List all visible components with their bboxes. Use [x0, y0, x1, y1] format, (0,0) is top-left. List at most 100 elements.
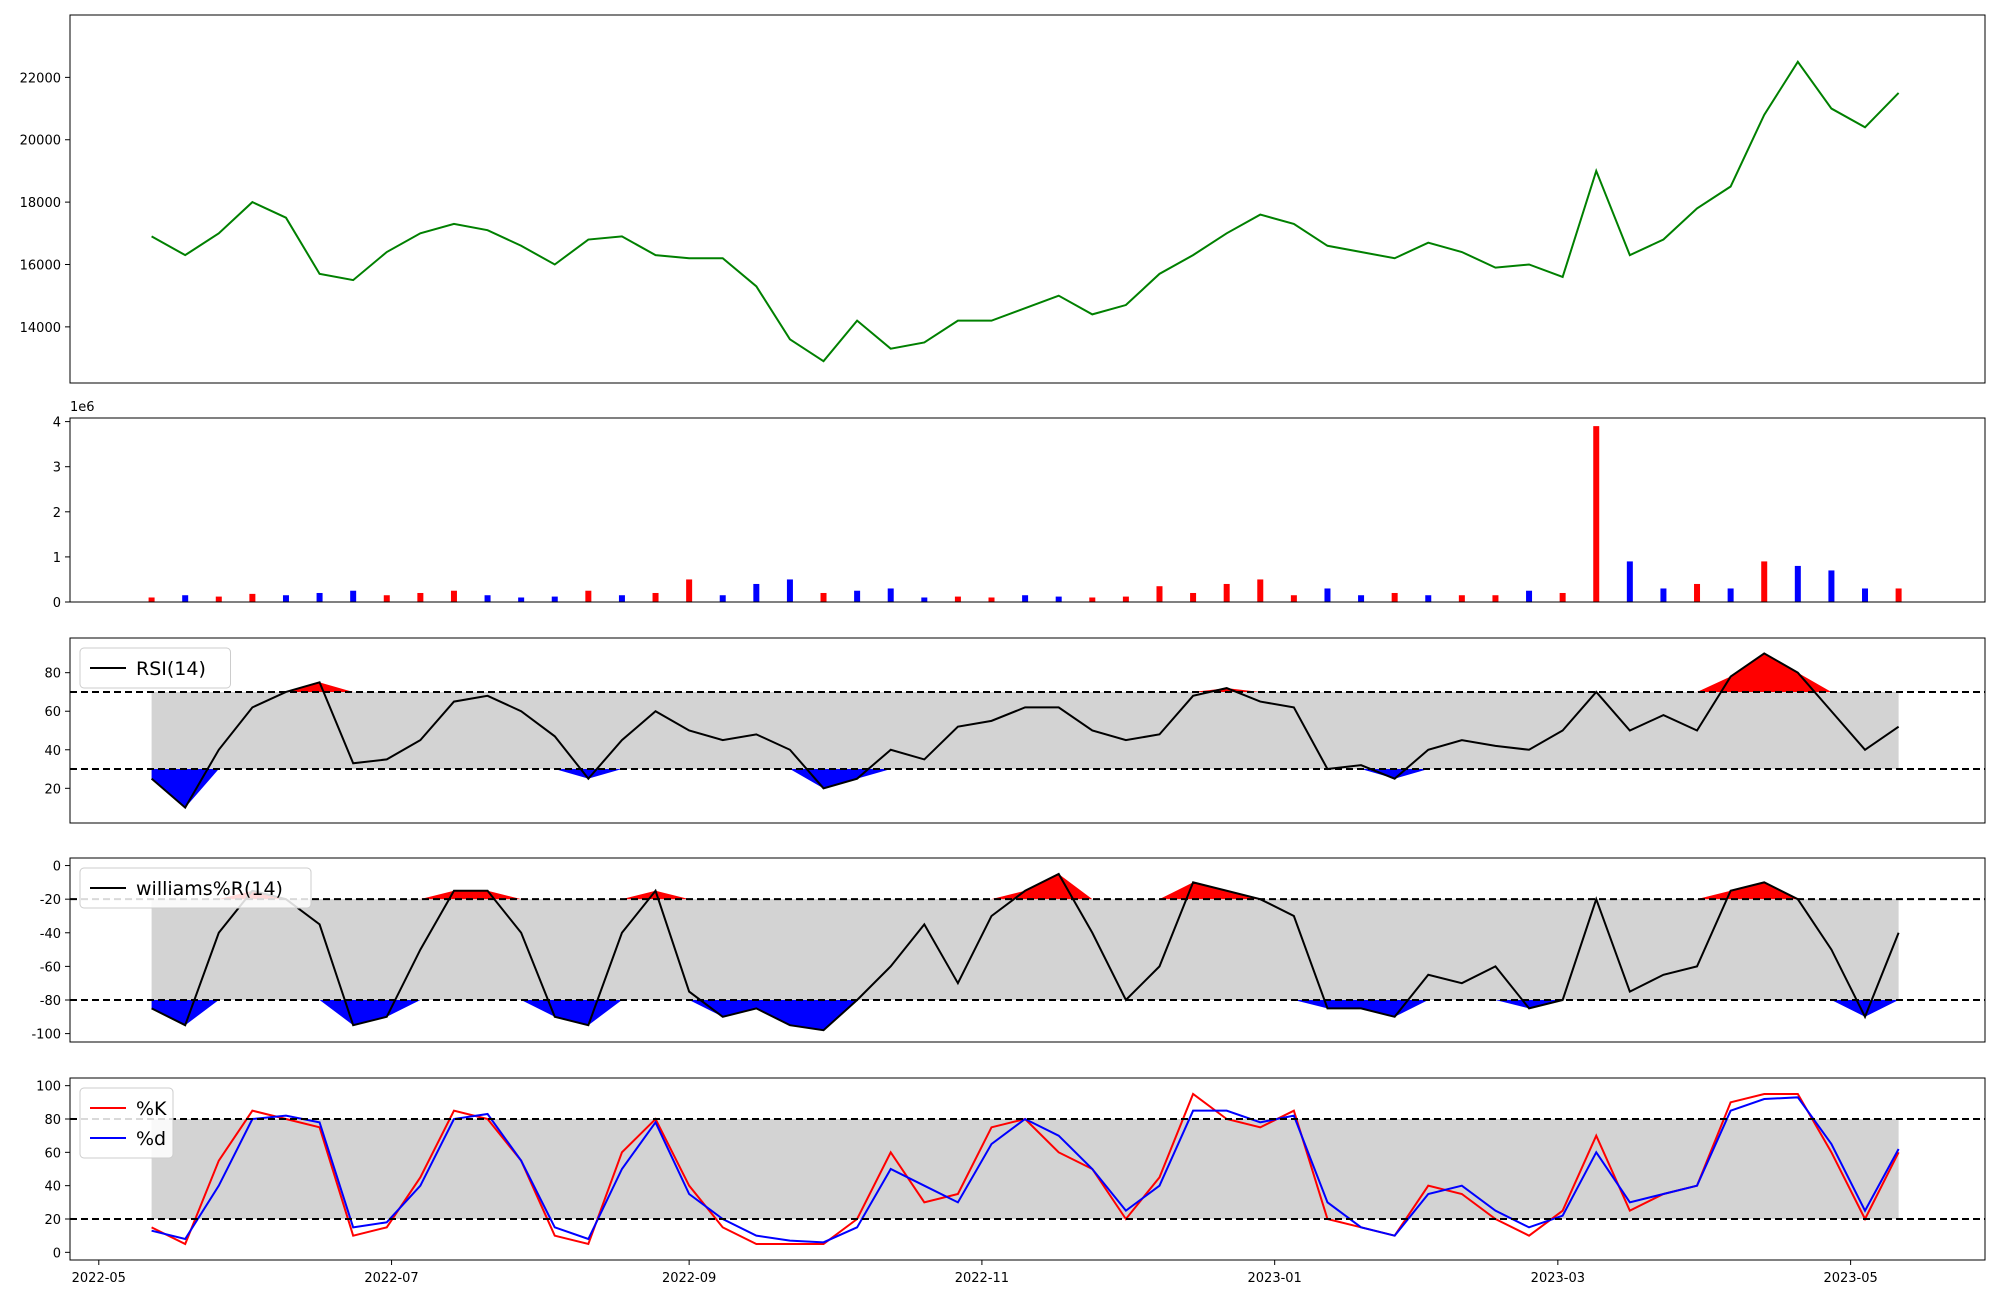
volume-bar	[1862, 588, 1869, 602]
volume-bar	[1089, 597, 1096, 602]
legend-box	[79, 647, 231, 689]
x-tick-label: 2023-03	[1531, 1271, 1585, 1286]
volume-bar	[148, 597, 155, 602]
axes-frame	[69, 1077, 1986, 1261]
volume-bar	[417, 592, 424, 602]
volume-bar	[1727, 588, 1734, 602]
volume-bar	[383, 595, 390, 602]
axes-frame	[69, 637, 1986, 824]
y-tick-label: 60	[44, 1146, 61, 1161]
volume-bar	[1828, 570, 1835, 602]
legend-box	[79, 1087, 174, 1159]
volume-bar	[1694, 583, 1701, 602]
y-tick-label: 20	[44, 782, 61, 797]
volume-bar	[1290, 595, 1297, 602]
volume-bar	[1022, 595, 1029, 602]
y-tick-label: 40	[44, 744, 61, 759]
volume-bar	[887, 588, 894, 602]
x-tick-label: 2023-01	[1248, 1271, 1302, 1286]
volume-bar	[1895, 588, 1902, 602]
volume-bar	[1223, 583, 1230, 602]
volume-bar	[316, 592, 323, 602]
series-line	[151, 872, 1900, 1032]
overbought-fill	[151, 653, 1899, 692]
axes-frame	[69, 14, 1986, 384]
volume-bar	[1660, 588, 1667, 602]
y-tick-label: 0	[53, 1246, 61, 1261]
y-tick-label: -60	[40, 960, 61, 975]
volume-bar	[921, 597, 928, 602]
neutral-band	[151, 1119, 1899, 1219]
y-tick-label: -100	[31, 1028, 61, 1043]
volume-bar	[988, 597, 995, 602]
legend: %K %d	[79, 1087, 174, 1159]
y-tick-label: 16000	[20, 258, 61, 273]
volume-bar	[954, 596, 961, 602]
volume-bar	[1391, 592, 1398, 602]
volume-bar	[686, 579, 693, 602]
volume-bar	[1593, 426, 1600, 602]
volume-bar	[1526, 590, 1533, 602]
volume-bar	[786, 579, 793, 602]
volume-bar	[854, 590, 861, 602]
volume-bar	[1761, 561, 1768, 602]
neutral-band	[151, 691, 1899, 770]
legend-label: RSI(14)	[136, 658, 206, 680]
y-tick-label: -40	[40, 927, 61, 942]
x-tick-label: 2022-09	[662, 1271, 716, 1286]
y-tick-label: 0	[53, 860, 61, 875]
y-tick-label: 0	[53, 596, 61, 611]
volume-bar	[753, 583, 760, 602]
legend: RSI(14)	[79, 647, 231, 689]
volume-bar	[1122, 596, 1129, 602]
legend-box	[79, 867, 312, 909]
volume-bar	[1626, 561, 1633, 602]
volume-bar	[518, 597, 525, 602]
axes-frame	[69, 857, 1986, 1043]
legend-label: williams%R(14)	[136, 878, 283, 900]
series-line	[150, 652, 1900, 810]
volume-bar	[618, 595, 625, 602]
panel: 0 20 40 60 80 100 2022-05 2022-07 2022-09 2022-11…	[36, 1077, 1986, 1286]
y-tick-label: 80	[44, 1113, 61, 1128]
volume-bar	[484, 595, 491, 602]
legend-label: %d	[136, 1128, 166, 1150]
volume-bar	[450, 590, 457, 602]
x-tick-label: 2023-05	[1823, 1271, 1877, 1286]
panel: 0 1 2 3 4 1e6	[53, 400, 1986, 611]
y-tick-label: 1	[53, 551, 61, 566]
volume-bar	[1794, 565, 1801, 602]
oversold-fill	[151, 769, 1899, 808]
volume-bar	[652, 592, 659, 602]
y-tick-label: 20	[44, 1213, 61, 1228]
panel: 20 40 60 80 RSI(14)	[44, 637, 1986, 824]
volume-bar	[551, 596, 558, 602]
x-tick-label: 2022-05	[72, 1271, 126, 1286]
oversold-fill	[151, 999, 1899, 1031]
volume-bar	[1257, 579, 1264, 602]
volume-bar	[182, 595, 189, 602]
y-tick-label: -80	[40, 994, 61, 1009]
volume-bar	[1156, 586, 1163, 602]
volume-bar	[1559, 592, 1566, 602]
y-tick-label: 2	[53, 506, 61, 521]
overbought-fill	[151, 873, 1899, 900]
y-tick-label: 4	[53, 416, 61, 431]
panel: 14000 16000 18000 20000 22000	[20, 14, 1986, 384]
y-tick-label: 3	[53, 461, 61, 476]
volume-bar	[1425, 595, 1432, 602]
neutral-band	[151, 899, 1899, 1000]
legend: williams%R(14)	[79, 867, 312, 909]
y-tick-label: 14000	[20, 321, 61, 336]
axis-offset-label: 1e6	[70, 400, 95, 415]
volume-bar	[282, 595, 289, 602]
panel: -100 -80 -60 -40 -20 0 williams%R(14)	[31, 857, 1986, 1043]
volume-bar	[1358, 595, 1365, 602]
y-tick-label: 60	[44, 705, 61, 720]
volume-bar	[719, 595, 726, 602]
volume-bar	[585, 590, 592, 602]
x-tick-label: 2022-11	[955, 1271, 1009, 1286]
volume-bar	[249, 593, 256, 602]
y-tick-label: -20	[40, 893, 61, 908]
